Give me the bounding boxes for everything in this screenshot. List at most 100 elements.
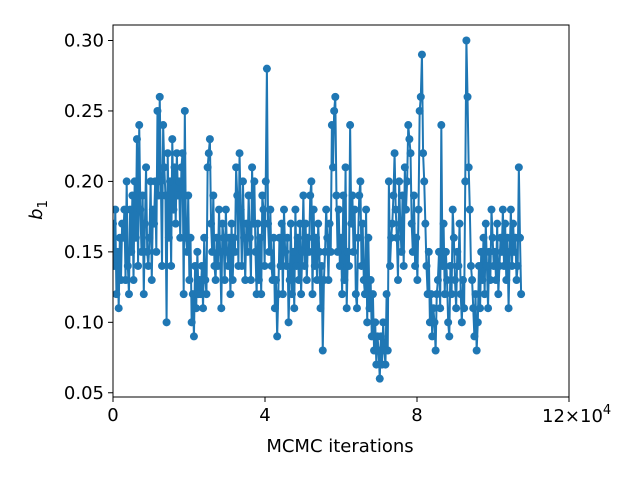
data-point: [382, 290, 391, 299]
data-point: [432, 290, 441, 299]
data-point: [433, 276, 442, 285]
data-point: [362, 205, 371, 214]
data-point: [466, 261, 475, 270]
data-point: [358, 219, 367, 228]
data-point: [344, 261, 353, 270]
data-point: [419, 149, 428, 158]
data-point: [282, 261, 291, 270]
data-point: [120, 205, 129, 214]
data-point: [490, 247, 499, 256]
data-point: [323, 233, 332, 242]
data-point: [154, 191, 163, 200]
y-axis-label-subscript: 1: [36, 200, 51, 208]
data-point: [221, 205, 230, 214]
data-point: [167, 261, 176, 270]
data-point: [218, 219, 227, 228]
data-point: [261, 177, 270, 186]
data-point: [472, 346, 481, 355]
data-point: [280, 205, 288, 214]
data-point: [397, 247, 406, 256]
data-point: [352, 304, 361, 313]
data-point: [447, 290, 456, 299]
data-point: [220, 276, 229, 285]
data-point: [189, 332, 198, 341]
data-point: [192, 304, 201, 313]
series-group: [113, 36, 526, 383]
data-point: [145, 233, 154, 242]
data-point: [449, 233, 458, 242]
data-point: [471, 290, 480, 299]
data-point: [202, 290, 211, 299]
data-point: [343, 247, 352, 256]
data-point: [356, 177, 365, 186]
data-point: [128, 191, 137, 200]
data-point: [394, 276, 402, 285]
data-point: [114, 304, 123, 313]
data-point: [196, 290, 205, 299]
data-point: [310, 261, 319, 270]
data-point: [468, 276, 477, 285]
y-tick-label: 0.10: [64, 312, 104, 333]
data-point: [414, 205, 423, 214]
data-point: [510, 247, 519, 256]
data-point: [243, 247, 252, 256]
data-point: [457, 318, 466, 327]
data-point: [162, 318, 171, 327]
data-point: [422, 261, 431, 270]
data-point: [211, 276, 220, 285]
data-point: [321, 247, 330, 256]
data-point: [443, 276, 452, 285]
data-point: [451, 276, 459, 285]
data-point: [503, 233, 512, 242]
data-point: [311, 233, 320, 242]
data-point: [152, 247, 161, 256]
y-tick-label: 0.05: [64, 383, 104, 404]
data-point: [248, 163, 257, 172]
data-point: [504, 304, 513, 313]
data-point: [372, 360, 381, 369]
data-point: [259, 205, 268, 214]
data-point: [324, 276, 333, 285]
data-point: [339, 191, 348, 200]
data-point: [193, 247, 202, 256]
data-point: [350, 205, 359, 214]
data-point: [169, 205, 178, 214]
data-point: [348, 191, 357, 200]
data-point: [277, 219, 286, 228]
data-point: [452, 304, 461, 313]
data-point: [230, 247, 239, 256]
data-point: [127, 247, 136, 256]
data-point: [118, 219, 127, 228]
data-point: [346, 121, 355, 130]
data-point: [276, 261, 285, 270]
data-point: [474, 261, 483, 270]
data-point: [363, 318, 372, 327]
data-point: [424, 247, 433, 256]
x-offset-base: 12: [542, 406, 565, 427]
y-tick-label: 0.25: [64, 101, 104, 122]
data-point: [341, 163, 350, 172]
data-point: [197, 261, 206, 270]
data-point: [205, 135, 214, 144]
data-point: [244, 191, 253, 200]
data-point: [509, 219, 518, 228]
data-point: [260, 261, 269, 270]
data-point: [460, 304, 469, 313]
data-point: [156, 177, 165, 186]
data-point: [364, 233, 373, 242]
data-point: [215, 205, 224, 214]
data-point: [512, 276, 521, 285]
data-point: [113, 247, 122, 256]
data-point: [172, 149, 181, 158]
data-point: [113, 261, 119, 270]
data-point: [407, 219, 416, 228]
data-point: [309, 205, 318, 214]
data-point: [313, 276, 322, 285]
data-point: [188, 290, 197, 299]
data-point: [405, 135, 414, 144]
data-point: [224, 261, 233, 270]
data-point: [322, 205, 331, 214]
data-point: [173, 191, 182, 200]
data-point: [316, 304, 325, 313]
